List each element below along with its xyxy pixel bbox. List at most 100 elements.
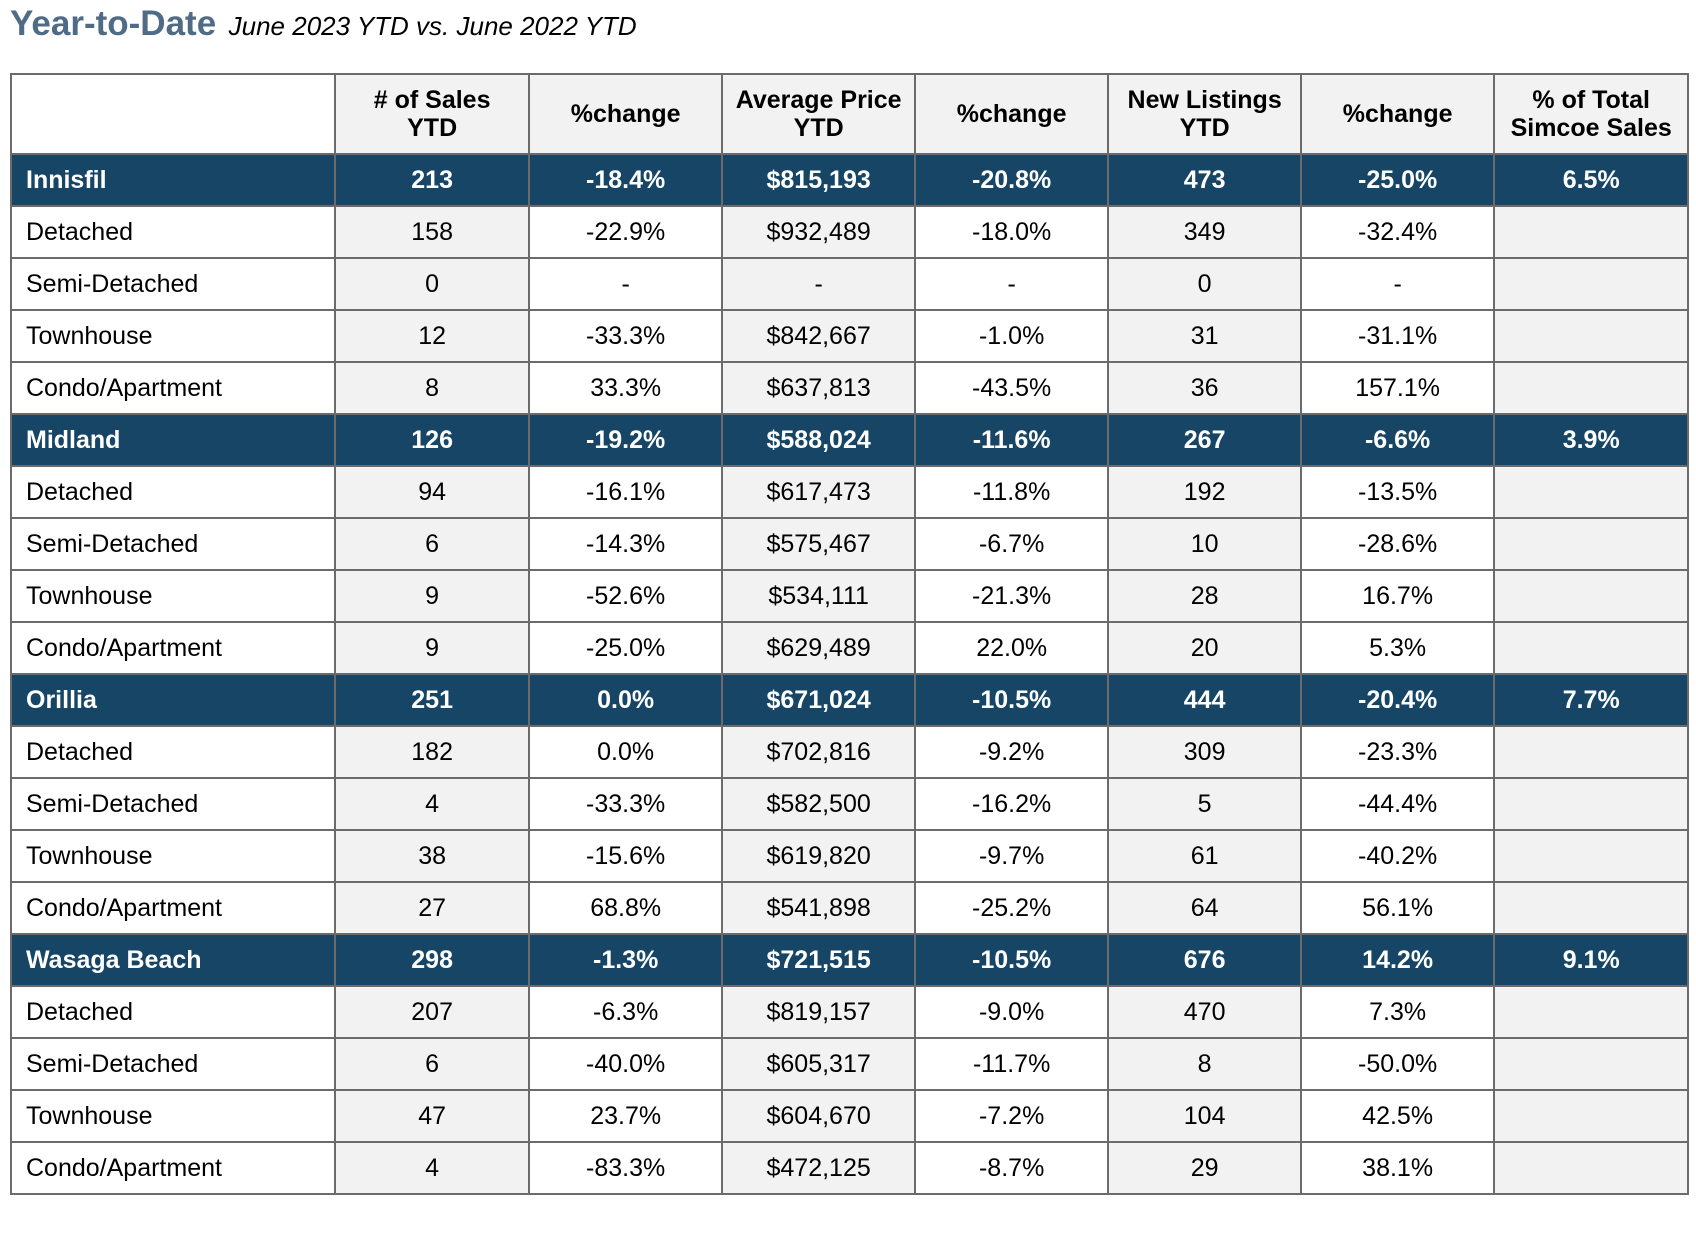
- listings-change-cell: 7.3%: [1299, 985, 1496, 1039]
- sales-change-cell: -19.2%: [527, 413, 724, 467]
- header-blank-cell: [9, 73, 337, 155]
- property-type-cell: Condo/Apartment: [9, 881, 337, 935]
- price-change-cell: 22.0%: [913, 621, 1110, 675]
- pct-total-cell: 6.5%: [1493, 153, 1689, 207]
- avg-price-cell: $721,515: [721, 933, 916, 987]
- property-type-cell: Condo/Apartment: [9, 621, 337, 675]
- table-row: Townhouse 47 23.7% $604,670 -7.2% 104 42.5%: [9, 1089, 1689, 1143]
- sales-ytd-cell: 158: [334, 205, 530, 259]
- price-change-cell: -43.5%: [913, 361, 1110, 415]
- table-row: Detached 182 0.0% $702,816 -9.2% 309 -23.3%: [9, 725, 1689, 779]
- property-type-cell: Condo/Apartment: [9, 1141, 337, 1195]
- ytd-sales-table: # of Sales YTD %change Average Price YTD %…: [9, 73, 1689, 1195]
- sales-ytd-cell: 298: [334, 933, 530, 987]
- sales-ytd-cell: 9: [334, 621, 530, 675]
- sales-change-cell: -1.3%: [527, 933, 724, 987]
- new-listings-cell: 192: [1107, 465, 1302, 519]
- pct-total-cell: [1493, 725, 1689, 779]
- sales-ytd-cell: 8: [334, 361, 530, 415]
- sales-change-cell: 68.8%: [527, 881, 724, 935]
- avg-price-cell: $575,467: [721, 517, 916, 571]
- region-summary-row: Wasaga Beach 298 -1.3% $721,515 -10.5% 676 14.…: [9, 933, 1689, 987]
- table-row: Condo/Apartment 27 68.8% $541,898 -25.2% 64 56…: [9, 881, 1689, 935]
- avg-price-cell: $605,317: [721, 1037, 916, 1091]
- avg-price-cell: $619,820: [721, 829, 916, 883]
- new-listings-cell: 10: [1107, 517, 1302, 571]
- table-row: Townhouse 38 -15.6% $619,820 -9.7% 61 -40.2%: [9, 829, 1689, 883]
- new-listings-cell: 31: [1107, 309, 1302, 363]
- pct-total-cell: [1493, 621, 1689, 675]
- sales-change-cell: -14.3%: [527, 517, 724, 571]
- new-listings-cell: 104: [1107, 1089, 1302, 1143]
- property-type-cell: Detached: [9, 985, 337, 1039]
- price-change-cell: -8.7%: [913, 1141, 1110, 1195]
- listings-change-cell: 38.1%: [1299, 1141, 1496, 1195]
- new-listings-cell: 267: [1107, 413, 1302, 467]
- header-new-listings-ytd: New Listings YTD: [1107, 73, 1302, 155]
- sales-change-cell: -16.1%: [527, 465, 724, 519]
- sales-ytd-cell: 4: [334, 1141, 530, 1195]
- property-type-cell: Condo/Apartment: [9, 361, 337, 415]
- sales-change-cell: -33.3%: [527, 309, 724, 363]
- header-listings-change: %change: [1299, 73, 1496, 155]
- listings-change-cell: 157.1%: [1299, 361, 1496, 415]
- avg-price-cell: $842,667: [721, 309, 916, 363]
- sales-ytd-cell: 9: [334, 569, 530, 623]
- sales-change-cell: -15.6%: [527, 829, 724, 883]
- listings-change-cell: -13.5%: [1299, 465, 1496, 519]
- new-listings-cell: 309: [1107, 725, 1302, 779]
- price-change-cell: -7.2%: [913, 1089, 1110, 1143]
- avg-price-cell: $932,489: [721, 205, 916, 259]
- pct-total-cell: [1493, 361, 1689, 415]
- new-listings-cell: 36: [1107, 361, 1302, 415]
- sales-ytd-cell: 6: [334, 517, 530, 571]
- property-type-cell: Townhouse: [9, 829, 337, 883]
- table-row: Semi-Detached 4 -33.3% $582,500 -16.2% 5 -44.4…: [9, 777, 1689, 831]
- sales-change-cell: -22.9%: [527, 205, 724, 259]
- property-type-cell: Semi-Detached: [9, 517, 337, 571]
- new-listings-cell: 470: [1107, 985, 1302, 1039]
- listings-change-cell: -20.4%: [1299, 673, 1496, 727]
- avg-price-cell: $588,024: [721, 413, 916, 467]
- listings-change-cell: -31.1%: [1299, 309, 1496, 363]
- report-heading: Year-to-Date June 2023 YTD vs. June 2022…: [10, 4, 637, 44]
- new-listings-cell: 349: [1107, 205, 1302, 259]
- avg-price-cell: $472,125: [721, 1141, 916, 1195]
- sales-change-cell: 33.3%: [527, 361, 724, 415]
- listings-change-cell: -50.0%: [1299, 1037, 1496, 1091]
- price-change-cell: -11.7%: [913, 1037, 1110, 1091]
- price-change-cell: -10.5%: [913, 933, 1110, 987]
- listings-change-cell: 42.5%: [1299, 1089, 1496, 1143]
- avg-price-cell: $819,157: [721, 985, 916, 1039]
- sales-ytd-cell: 38: [334, 829, 530, 883]
- sales-ytd-cell: 0: [334, 257, 530, 311]
- pct-total-cell: [1493, 985, 1689, 1039]
- listings-change-cell: 16.7%: [1299, 569, 1496, 623]
- table-header-row: # of Sales YTD %change Average Price YTD %…: [9, 73, 1689, 155]
- page-subtitle: June 2023 YTD vs. June 2022 YTD: [228, 11, 637, 41]
- sales-ytd-cell: 4: [334, 777, 530, 831]
- pct-total-cell: [1493, 517, 1689, 571]
- sales-change-cell: -6.3%: [527, 985, 724, 1039]
- new-listings-cell: 64: [1107, 881, 1302, 935]
- pct-total-cell: [1493, 1141, 1689, 1195]
- table-row: Condo/Apartment 9 -25.0% $629,489 22.0% 20 5.3…: [9, 621, 1689, 675]
- price-change-cell: -11.8%: [913, 465, 1110, 519]
- property-type-cell: Townhouse: [9, 569, 337, 623]
- pct-total-cell: [1493, 257, 1689, 311]
- pct-total-cell: [1493, 777, 1689, 831]
- region-summary-row: Orillia 251 0.0% $671,024 -10.5% 444 -20.4% 7.7…: [9, 673, 1689, 727]
- region-summary-row: Innisfil 213 -18.4% $815,193 -20.8% 473 -25.0%…: [9, 153, 1689, 207]
- avg-price-cell: $815,193: [721, 153, 916, 207]
- price-change-cell: -16.2%: [913, 777, 1110, 831]
- new-listings-cell: 29: [1107, 1141, 1302, 1195]
- sales-change-cell: -18.4%: [527, 153, 724, 207]
- table-row: Townhouse 9 -52.6% $534,111 -21.3% 28 16.7%: [9, 569, 1689, 623]
- sales-change-cell: 0.0%: [527, 673, 724, 727]
- new-listings-cell: 0: [1107, 257, 1302, 311]
- sales-change-cell: -52.6%: [527, 569, 724, 623]
- table-row: Detached 158 -22.9% $932,489 -18.0% 349 -32.4%: [9, 205, 1689, 259]
- property-type-cell: Detached: [9, 465, 337, 519]
- price-change-cell: -25.2%: [913, 881, 1110, 935]
- property-type-cell: Detached: [9, 205, 337, 259]
